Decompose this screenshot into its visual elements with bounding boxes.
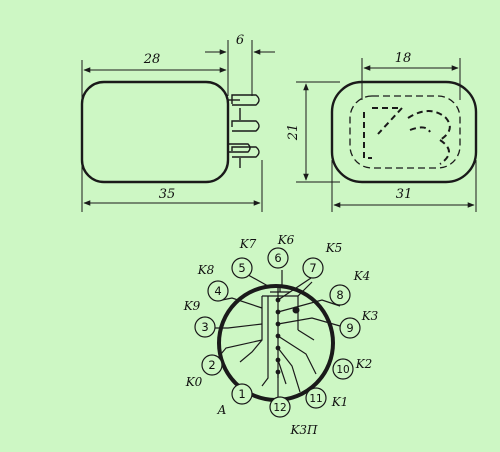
pin-number-6: 6	[274, 251, 281, 265]
pin-number-12: 12	[273, 402, 286, 414]
pin-label-6: K6	[277, 233, 295, 247]
dim-label-21: 21	[286, 124, 301, 142]
front-view-body	[330, 80, 478, 184]
pin-labels: A K0 K9 K8 K7 K6 K5 K4 K3 K2 K1 K3П	[183, 233, 379, 437]
dim-label-28: 28	[143, 52, 161, 67]
pin-label-7: K5	[325, 241, 343, 255]
base-ring	[217, 284, 335, 402]
pin-label-3: K9	[183, 299, 201, 313]
pin-label-12: K3П	[289, 423, 318, 437]
pin-label-1: A	[217, 403, 227, 417]
pin-5	[231, 257, 253, 279]
pin-10	[332, 358, 354, 380]
pin-label-11: K1	[331, 395, 349, 409]
pin-number-7: 7	[309, 261, 316, 275]
pin-12	[269, 396, 291, 418]
dim-label-35: 35	[159, 187, 176, 202]
pin-4	[207, 280, 229, 302]
internal-wiring	[214, 270, 341, 400]
grid-dot	[292, 306, 300, 314]
pin-9	[339, 317, 361, 339]
front-view-window	[349, 95, 461, 169]
pin-numbers: 1 2 3 4 5 6 7 8 9 10 11 12	[201, 251, 353, 414]
pin-number-4: 4	[214, 284, 221, 298]
pin-6	[267, 247, 289, 269]
pin-1	[231, 383, 253, 405]
pin-3	[194, 316, 216, 338]
pin-7	[302, 257, 324, 279]
pin-label-10: K2	[355, 357, 373, 371]
pin-number-1: 1	[238, 387, 245, 401]
pin-2	[201, 354, 223, 376]
pin-label-2: K0	[185, 375, 203, 389]
pin-number-10: 10	[336, 364, 349, 376]
pin-circles	[194, 247, 361, 418]
dim-label-6: 6	[236, 33, 244, 48]
side-view-pins	[228, 94, 260, 168]
dim-label-18: 18	[395, 51, 412, 66]
pin-8	[329, 284, 351, 306]
dim-label-31: 31	[396, 187, 413, 202]
pin-number-3: 3	[201, 320, 208, 334]
pin-number-2: 2	[208, 358, 215, 372]
pin-number-9: 9	[346, 321, 353, 335]
pin-label-9: K3	[361, 309, 379, 323]
pin-label-5: K7	[239, 237, 257, 251]
side-view: 28 6 35	[80, 33, 275, 212]
digit-three-glyph	[363, 107, 451, 165]
pin-number-5: 5	[238, 261, 245, 275]
front-view: 18 21 31	[286, 51, 478, 212]
side-view-body	[80, 80, 230, 184]
pin-number-8: 8	[336, 288, 343, 302]
pin-label-8: K4	[353, 269, 371, 283]
pin-11	[305, 387, 327, 409]
pinout-diagram: 1 2 3 4 5 6 7 8 9 10 11 12 A K0 K9 K8 K7…	[183, 233, 379, 437]
pin-label-4: K8	[197, 263, 215, 277]
pin-number-11: 11	[309, 393, 322, 405]
